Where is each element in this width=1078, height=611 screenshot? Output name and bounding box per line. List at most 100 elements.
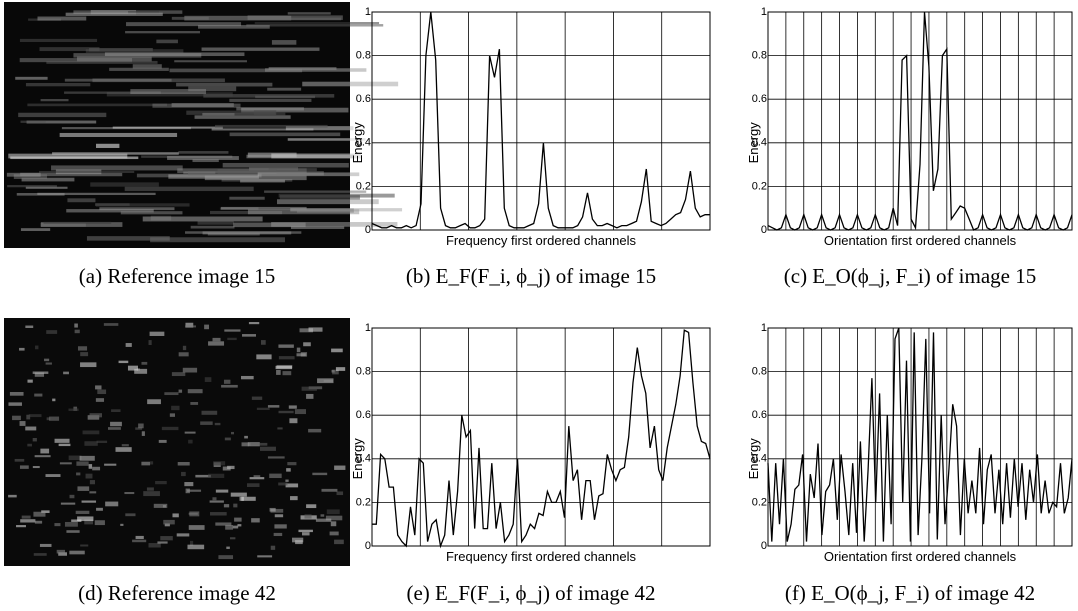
- y-tick-label: 0: [365, 540, 371, 552]
- y-tick-label: 0.2: [356, 180, 371, 192]
- fiber: [22, 516, 31, 519]
- fiber: [84, 441, 97, 446]
- x-axis-label: Frequency first ordered channels: [446, 233, 637, 248]
- fiber: [54, 523, 60, 526]
- fiber: [104, 464, 116, 466]
- fiber: [63, 372, 69, 375]
- y-tick-label: 0.2: [752, 496, 767, 508]
- fiber: [119, 361, 129, 363]
- fiber: [95, 385, 101, 389]
- fiber: [303, 342, 311, 346]
- streak: [66, 13, 163, 16]
- streak: [277, 199, 379, 204]
- streak: [121, 211, 183, 214]
- streak: [143, 217, 263, 222]
- y-tick-label: 1: [761, 6, 767, 18]
- y-tick-label: 0.8: [356, 50, 371, 62]
- fiber: [254, 475, 261, 477]
- fiber: [279, 356, 295, 359]
- y-axis-label: Energy: [350, 438, 365, 480]
- fiber: [223, 467, 231, 471]
- streak: [27, 104, 167, 107]
- plot-frame: [768, 12, 1072, 230]
- streak: [125, 187, 254, 191]
- streak: [156, 40, 178, 44]
- fiber: [188, 389, 203, 393]
- y-tick-label: 0.2: [356, 496, 371, 508]
- streak: [191, 226, 235, 229]
- fiber: [40, 544, 52, 547]
- fiber: [331, 349, 343, 353]
- streak: [221, 207, 307, 210]
- streak: [170, 69, 303, 73]
- fiber: [213, 461, 225, 465]
- fiber: [205, 377, 212, 382]
- fiber: [141, 462, 150, 466]
- fiber: [179, 352, 189, 356]
- fiber: [35, 521, 42, 524]
- fiber: [292, 538, 303, 543]
- fiber: [111, 409, 120, 412]
- fiber: [149, 340, 152, 345]
- fiber: [271, 546, 275, 550]
- fiber: [60, 462, 72, 464]
- y-tick-label: 0.2: [752, 180, 767, 192]
- fiber: [15, 459, 25, 462]
- fiber: [19, 348, 25, 351]
- streak: [291, 226, 344, 229]
- fiber: [147, 399, 161, 404]
- chart-caption: (f) E_O(ϕ_j, F_i) of image 42: [785, 581, 1035, 605]
- image-caption: (d) Reference image 42: [78, 581, 276, 605]
- fiber: [261, 340, 266, 345]
- fiber: [304, 514, 311, 518]
- streak: [229, 197, 264, 200]
- fiber: [86, 474, 93, 479]
- y-tick-label: 0: [761, 224, 767, 236]
- fiber: [221, 385, 238, 388]
- fiber: [25, 326, 33, 328]
- streak: [86, 49, 184, 53]
- fiber: [189, 513, 198, 515]
- fiber: [80, 362, 96, 367]
- streak: [280, 195, 360, 199]
- fiber: [20, 465, 29, 468]
- fiber: [327, 509, 340, 514]
- streak: [215, 125, 328, 128]
- fiber: [188, 440, 193, 444]
- streak: [258, 172, 360, 176]
- fiber: [289, 418, 297, 423]
- streak: [90, 182, 159, 186]
- streak: [17, 193, 65, 196]
- y-axis-label: Energy: [350, 122, 365, 164]
- fiber: [227, 338, 236, 340]
- fiber: [125, 513, 135, 516]
- fiber: [96, 508, 103, 511]
- fiber: [287, 462, 296, 465]
- streak: [192, 159, 218, 162]
- streak: [230, 133, 341, 137]
- fiber: [185, 432, 196, 434]
- fiber: [92, 467, 100, 471]
- fiber: [289, 405, 297, 408]
- x-axis-label: Orientation first ordered channels: [824, 233, 1017, 248]
- fiber: [241, 497, 255, 501]
- fiber: [65, 522, 78, 527]
- streak: [26, 187, 68, 189]
- streak: [7, 173, 41, 177]
- y-tick-label: 0.8: [752, 50, 767, 62]
- fiber: [337, 491, 344, 495]
- fiber: [25, 427, 36, 431]
- fiber: [285, 480, 288, 482]
- fiber: [215, 423, 221, 425]
- fiber: [298, 530, 312, 532]
- fiber: [275, 514, 283, 517]
- fiber: [210, 500, 224, 502]
- streak: [240, 180, 285, 183]
- fiber: [97, 389, 106, 394]
- y-axis-label: Energy: [746, 438, 761, 480]
- plot-frame: [372, 328, 710, 546]
- fiber: [74, 323, 78, 327]
- fiber: [171, 406, 179, 410]
- fiber: [330, 532, 339, 536]
- chart-caption: (c) E_O(ϕ_j, F_i) of image 15: [784, 264, 1037, 288]
